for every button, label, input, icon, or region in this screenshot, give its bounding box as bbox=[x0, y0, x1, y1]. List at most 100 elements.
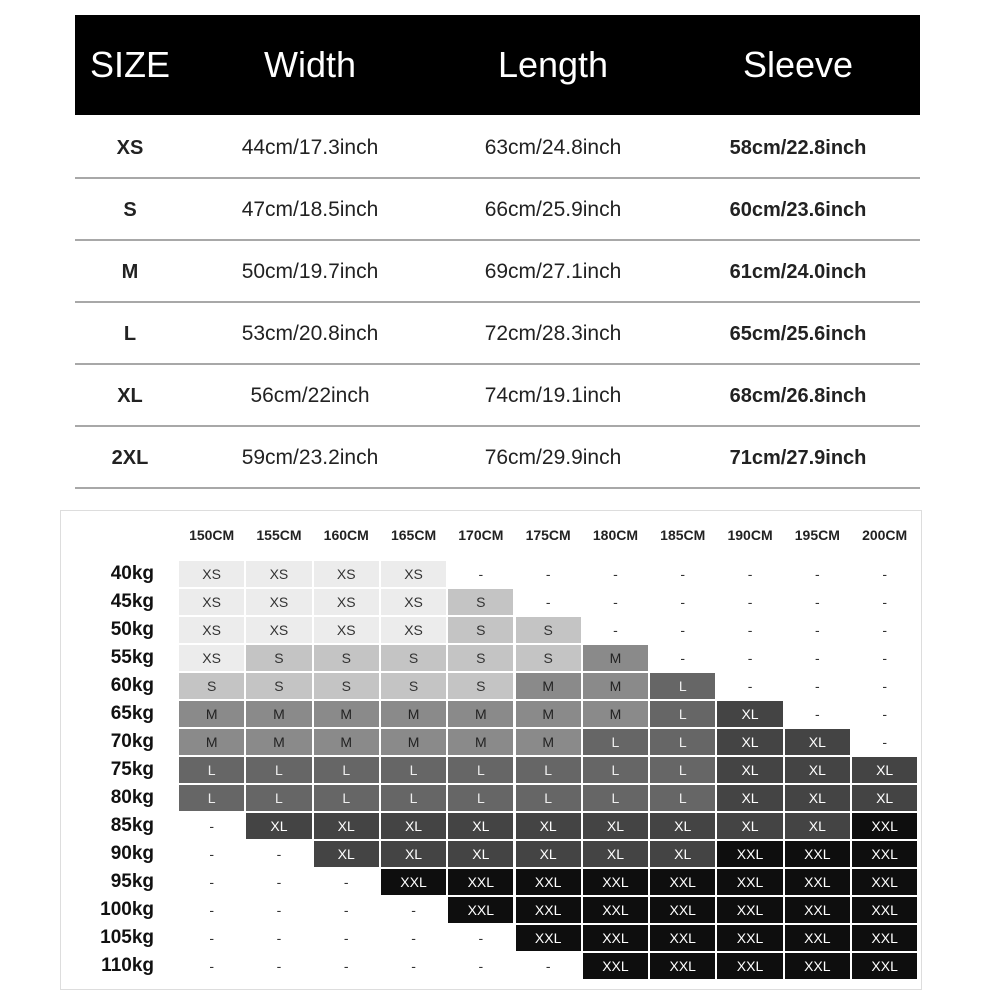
height-header: 160CM bbox=[323, 527, 369, 543]
size-cell: L bbox=[649, 700, 717, 728]
height-header: 155CM bbox=[256, 527, 302, 543]
size-cell: - bbox=[245, 924, 313, 952]
table-cell: 58cm/22.8inch bbox=[729, 136, 867, 159]
size-cell: M bbox=[581, 644, 650, 672]
size-cell: L bbox=[649, 672, 717, 700]
size-cell: XXL bbox=[783, 868, 851, 896]
size-cell: XXL bbox=[783, 840, 851, 868]
size-cell: L bbox=[178, 756, 246, 784]
table-cell: 69cm/27.1inch bbox=[484, 260, 622, 283]
size-cell: XL bbox=[851, 756, 919, 784]
size-cell: S bbox=[447, 588, 515, 616]
size-cell: XL bbox=[783, 812, 851, 840]
size-cell: S bbox=[447, 616, 515, 644]
size-cell: XS bbox=[245, 560, 313, 588]
table-cell: 44cm/17.3inch bbox=[241, 136, 379, 159]
size-cell: - bbox=[312, 868, 380, 896]
weight-label: 105kg bbox=[100, 927, 154, 948]
height-header: 200CM bbox=[862, 527, 908, 543]
size-cell: - bbox=[178, 812, 246, 840]
size-cell: S bbox=[379, 672, 448, 700]
size-cell: L bbox=[178, 784, 246, 812]
size-cell: - bbox=[379, 924, 448, 952]
size-cell: XXL bbox=[447, 868, 515, 896]
size-cell: XL bbox=[649, 840, 717, 868]
size-cell: XL bbox=[581, 840, 650, 868]
weight-label: 80kg bbox=[110, 787, 154, 808]
table-cell: L bbox=[123, 322, 137, 345]
row-separator bbox=[75, 301, 920, 303]
size-cell: XL bbox=[716, 784, 784, 812]
size-cell: XL bbox=[851, 784, 919, 812]
size-cell: XXL bbox=[649, 868, 717, 896]
size-cell: XXL bbox=[716, 868, 784, 896]
size-cell: - bbox=[245, 868, 313, 896]
size-cell: XL bbox=[379, 840, 448, 868]
size-cell: L bbox=[514, 784, 582, 812]
size-cell: S bbox=[379, 644, 448, 672]
weight-label: 65kg bbox=[110, 703, 154, 724]
size-cell: - bbox=[851, 672, 919, 700]
size-cell: - bbox=[581, 616, 650, 644]
size-cell: XXL bbox=[851, 812, 919, 840]
size-cell: XL bbox=[783, 756, 851, 784]
size-cell: - bbox=[783, 560, 851, 588]
size-cell: XS bbox=[312, 616, 380, 644]
size-cell: L bbox=[649, 784, 717, 812]
size-table-header bbox=[75, 15, 920, 115]
size-cell: XS bbox=[312, 560, 380, 588]
size-cell: XL bbox=[379, 812, 448, 840]
size-cell: L bbox=[581, 728, 650, 756]
height-header: 175CM bbox=[525, 527, 571, 543]
header-cell: Width bbox=[263, 44, 357, 85]
size-cell: - bbox=[783, 616, 851, 644]
size-cell: M bbox=[379, 700, 448, 728]
table-cell: S bbox=[123, 198, 137, 221]
table-cell: 68cm/26.8inch bbox=[729, 384, 867, 407]
size-cell: - bbox=[851, 644, 919, 672]
size-cell: - bbox=[514, 560, 582, 588]
size-cell: - bbox=[379, 952, 448, 980]
size-cell: L bbox=[581, 756, 650, 784]
size-cell: S bbox=[312, 672, 380, 700]
size-cell: XXL bbox=[649, 924, 717, 952]
size-cell: - bbox=[851, 700, 919, 728]
row-separator bbox=[75, 487, 920, 489]
size-cell: S bbox=[447, 644, 515, 672]
table-cell: 47cm/18.5inch bbox=[241, 198, 379, 221]
size-cell: XXL bbox=[851, 896, 919, 924]
size-cell: - bbox=[581, 588, 650, 616]
size-cell: XXL bbox=[581, 896, 650, 924]
size-cell: L bbox=[245, 756, 313, 784]
size-cell: - bbox=[379, 896, 448, 924]
size-cell: L bbox=[312, 784, 380, 812]
size-cell: L bbox=[379, 756, 448, 784]
size-cell: - bbox=[851, 728, 919, 756]
size-cell: XL bbox=[514, 812, 582, 840]
table-cell: 60cm/23.6inch bbox=[729, 198, 867, 221]
size-cell: XS bbox=[312, 588, 380, 616]
size-cell: - bbox=[851, 588, 919, 616]
size-cell: S bbox=[312, 644, 380, 672]
table-cell: 65cm/25.6inch bbox=[729, 322, 867, 345]
height-header: 180CM bbox=[592, 527, 639, 543]
size-cell: - bbox=[716, 644, 784, 672]
table-cell: 50cm/19.7inch bbox=[241, 260, 379, 283]
size-cell: XXL bbox=[514, 868, 582, 896]
size-cell: L bbox=[649, 756, 717, 784]
size-cell: - bbox=[178, 896, 246, 924]
size-cell: L bbox=[447, 756, 515, 784]
size-cell: XXL bbox=[783, 924, 851, 952]
row-separator bbox=[75, 239, 920, 241]
size-cell: XXL bbox=[379, 868, 448, 896]
size-cell: M bbox=[581, 700, 650, 728]
height-header: 195CM bbox=[794, 527, 840, 543]
table-cell: 72cm/28.3inch bbox=[484, 322, 622, 345]
height-header: 170CM bbox=[458, 527, 504, 543]
table-cell: 61cm/24.0inch bbox=[729, 260, 867, 283]
size-cell: - bbox=[178, 868, 246, 896]
row-separator bbox=[75, 177, 920, 179]
size-cell: XL bbox=[581, 812, 650, 840]
size-cell: M bbox=[312, 728, 380, 756]
